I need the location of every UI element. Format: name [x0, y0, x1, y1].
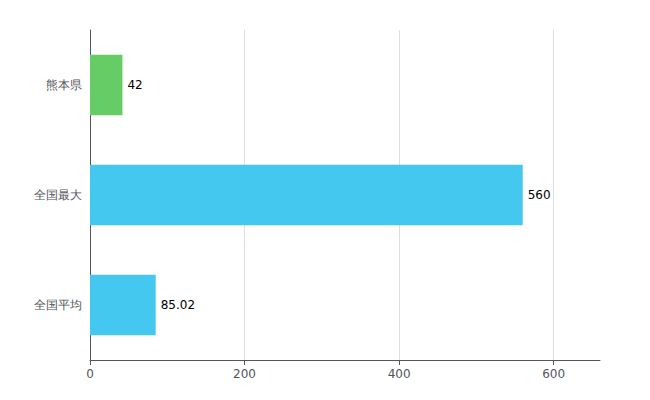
svg-text:全国最大: 全国最大: [34, 188, 82, 202]
svg-text:42: 42: [127, 78, 142, 92]
svg-text:600: 600: [542, 367, 565, 381]
svg-text:200: 200: [233, 367, 256, 381]
svg-text:熊本県: 熊本県: [46, 78, 82, 92]
svg-text:85.02: 85.02: [161, 298, 195, 312]
svg-text:400: 400: [388, 367, 411, 381]
svg-text:560: 560: [528, 188, 551, 202]
svg-text:全国平均: 全国平均: [34, 298, 82, 312]
svg-text:0: 0: [86, 367, 94, 381]
